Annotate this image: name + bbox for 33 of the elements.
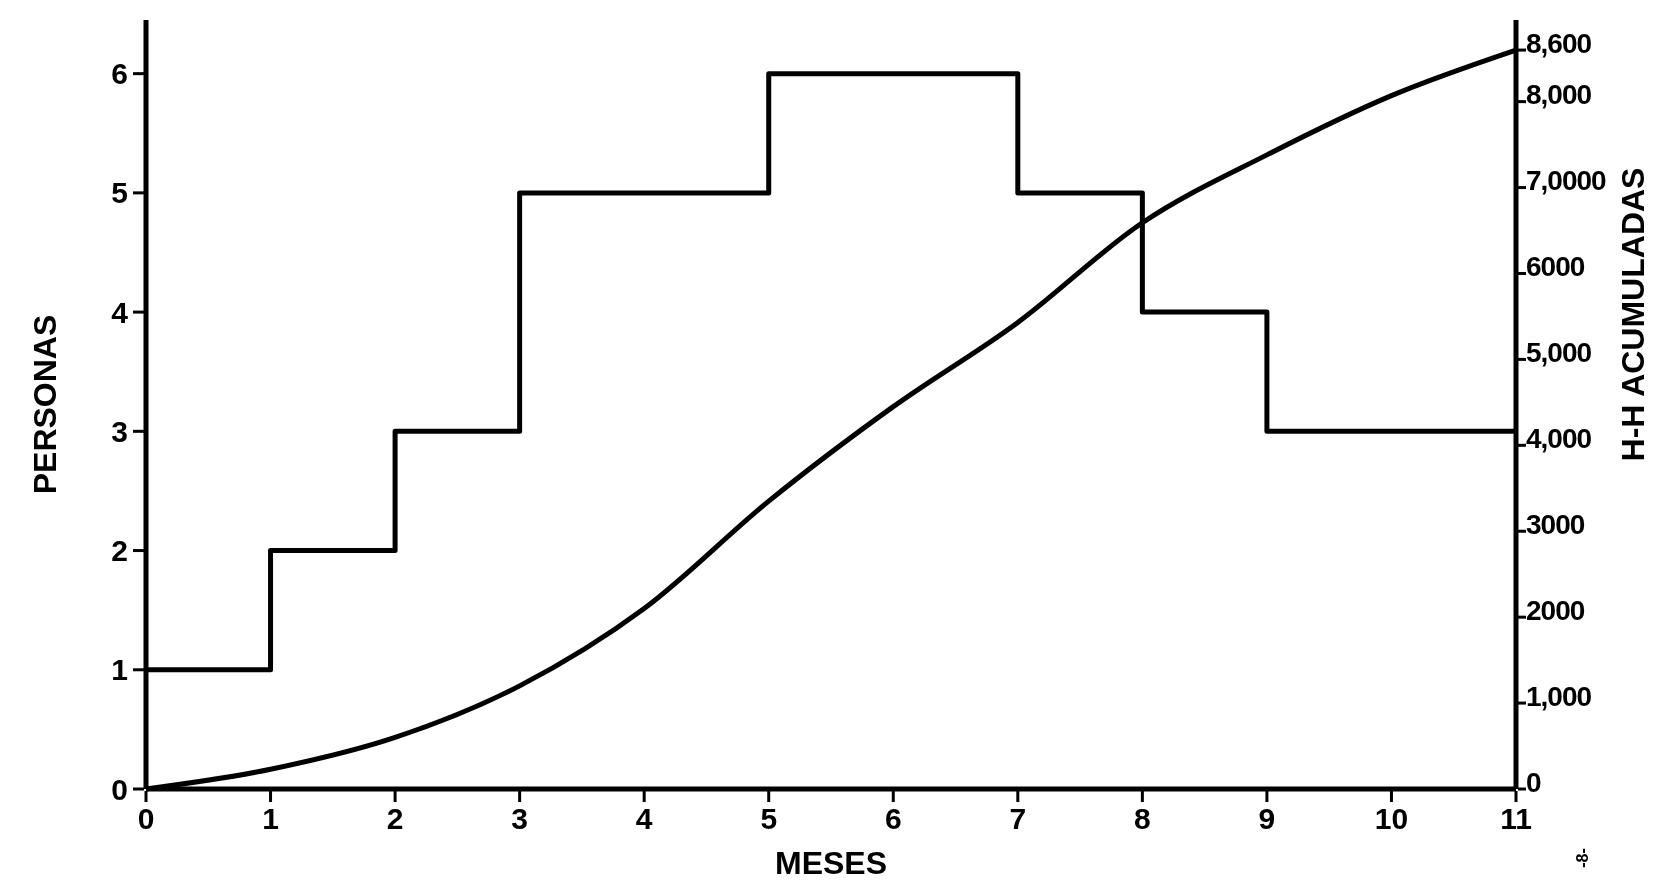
y2-tick-label: 3000 [1526, 509, 1585, 541]
y2-tick-label: 0 [1526, 766, 1541, 798]
y2-tick-label: 8,600 [1526, 27, 1592, 59]
y-tick-label: 1 [111, 653, 128, 687]
y2-tick-label: 8,000 [1526, 79, 1592, 111]
y2-tick-label: 1,000 [1526, 680, 1592, 712]
x-tick-label: 1 [262, 802, 279, 835]
x-tick-label: 5 [760, 802, 778, 835]
x-tick-label: 8 [1134, 802, 1151, 835]
x-tick-label: 3 [511, 802, 528, 835]
x-axis-title: MESES [774, 845, 888, 881]
y-tick-label: 3 [111, 414, 128, 448]
x-tick-label: 9 [1258, 802, 1276, 835]
x-tick-label: 0 [137, 802, 155, 835]
x-tick-label: 7 [1009, 802, 1027, 835]
y2-tick-label: 5,000 [1526, 337, 1592, 369]
y-tick-label: 0 [111, 772, 128, 806]
y-tick-label: 2 [111, 534, 128, 568]
y2-tick-label: 4,000 [1526, 423, 1592, 455]
x-tick-label: 4 [635, 802, 653, 835]
y2-tick-label: 2000 [1526, 594, 1585, 626]
x-tick-label: 10 [1374, 802, 1409, 835]
y-tick-label: 5 [111, 176, 128, 210]
y2-axis-title: H-H ACUMULADAS [1615, 167, 1651, 462]
y2-tick-label: 7,0000 [1526, 165, 1607, 197]
text: -8- [1574, 848, 1591, 868]
y-tick-label: 4 [111, 295, 129, 329]
y2-tick-label: 6000 [1526, 251, 1585, 283]
x-tick-label: 2 [386, 802, 404, 835]
y-tick-label: 6 [111, 57, 128, 91]
y-axis-title: PERSONAS [27, 314, 63, 495]
x-tick-label: 11 [1500, 802, 1532, 835]
x-tick-label: 6 [884, 802, 902, 835]
